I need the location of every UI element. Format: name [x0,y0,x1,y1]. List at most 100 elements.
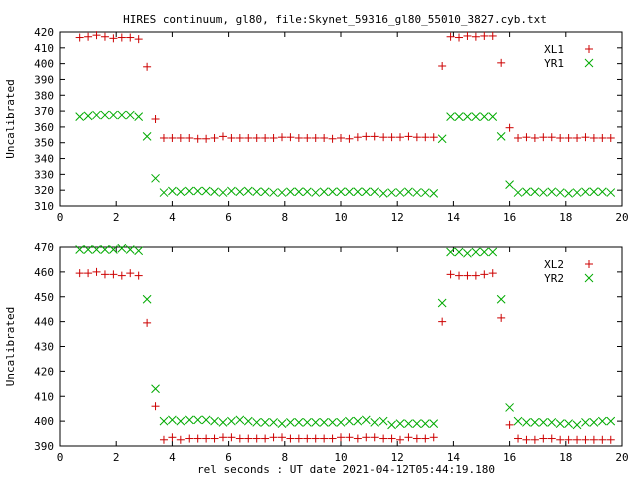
y-axis-label: Uncalibrated [4,79,17,158]
data-point [253,418,261,426]
data-point [261,418,269,426]
data-point [337,433,345,441]
x-tick-label: 2 [113,211,120,224]
data-point [126,34,134,42]
data-point [463,249,471,257]
data-point [329,188,337,196]
data-point [135,247,143,255]
legend-marker-yr1 [585,59,593,67]
data-point [76,113,84,121]
series-yr1 [76,111,615,197]
data-point [455,34,463,42]
data-point [379,133,387,141]
data-point [548,188,556,196]
data-point [497,314,505,322]
data-point [565,420,573,428]
data-point [489,248,497,256]
data-point [489,32,497,40]
data-point [472,248,480,256]
legend-label-yr2: YR2 [544,272,564,285]
data-point [489,269,497,277]
data-point [118,34,126,42]
data-point [185,187,193,195]
data-point [168,134,176,142]
data-point [421,435,429,443]
data-point [598,417,606,425]
data-point [345,135,353,143]
data-point [581,133,589,141]
data-point [514,417,522,425]
data-point [447,113,455,121]
data-point [93,268,101,276]
data-point [160,417,168,425]
data-point [388,133,396,141]
y-tick-label: 440 [34,316,54,329]
data-point [497,295,505,303]
data-point [598,436,606,444]
data-point [101,33,109,41]
data-point [345,417,353,425]
data-point [522,133,530,141]
data-point [227,187,235,195]
data-point [463,113,471,121]
data-point [143,132,151,140]
data-point [303,418,311,426]
data-point [379,417,387,425]
data-point [295,418,303,426]
data-point [211,435,219,443]
data-point [337,134,345,142]
data-point [548,435,556,443]
plot-frame [60,32,622,206]
data-point [152,385,160,393]
data-point [329,418,337,426]
y-tick-label: 470 [34,241,54,254]
data-point [312,418,320,426]
data-point [506,181,514,189]
y-tick-label: 430 [34,341,54,354]
data-point [177,436,185,444]
data-point [202,416,210,424]
data-point [253,435,261,443]
data-point [202,135,210,143]
x-tick-label: 2 [113,451,120,464]
data-point [194,416,202,424]
data-point [286,133,294,141]
y-tick-label: 310 [34,200,54,213]
data-point [101,111,109,119]
data-point [497,59,505,67]
data-point [160,134,168,142]
data-point [472,33,480,41]
legend-marker-yr2 [585,274,593,282]
data-point [522,418,530,426]
x-tick-label: 0 [57,211,64,224]
x-tick-label: 6 [225,211,232,224]
data-point [514,189,522,197]
data-point [362,132,370,140]
x-tick-label: 16 [503,451,516,464]
data-point [413,435,421,443]
y-tick-label: 330 [34,168,54,181]
data-point [278,133,286,141]
data-point [194,187,202,195]
data-point [556,420,564,428]
data-point [337,418,345,426]
data-point [556,189,564,197]
data-point [514,435,522,443]
data-point [404,433,412,441]
data-point [548,418,556,426]
data-point [93,111,101,119]
data-point [421,189,429,197]
x-tick-label: 18 [559,451,572,464]
data-point [539,418,547,426]
data-point [76,34,84,42]
data-point [396,189,404,197]
data-point [244,435,252,443]
data-point [388,435,396,443]
data-point [236,435,244,443]
data-point [177,417,185,425]
data-point [548,133,556,141]
legend-label-yr1: YR1 [544,57,564,70]
data-point [194,435,202,443]
data-point [236,134,244,142]
data-point [430,420,438,428]
